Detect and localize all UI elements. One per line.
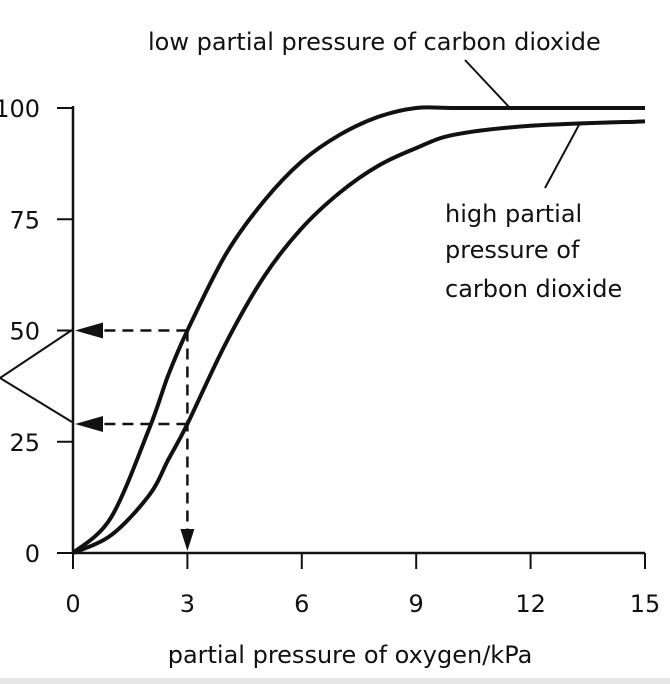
high-co2-leader-line [544, 122, 581, 189]
down-arrowhead [180, 529, 195, 551]
y-tick-label-0: 0 [25, 540, 40, 568]
x-tick-label-0: 0 [65, 590, 80, 618]
x-tick-label-15: 15 [630, 590, 661, 618]
reference-lines [75, 322, 195, 551]
y-tick-label-75: 75 [9, 206, 40, 234]
bracket-line-lower [0, 377, 73, 423]
y-tick-label-25: 25 [9, 429, 40, 457]
low-co2-curve [71, 105, 645, 555]
high-co2-label-line-2: pressure of [445, 236, 580, 264]
x-tick-label-3: 3 [180, 590, 195, 618]
bottom-border [0, 678, 670, 684]
left-arrowhead-29 [75, 415, 103, 432]
low-co2-leader-line [464, 59, 511, 109]
x-tick-label-6: 6 [294, 590, 309, 618]
x-tick-label-9: 9 [409, 590, 424, 618]
x-axis-title: partial pressure of oxygen/kPa [168, 641, 533, 669]
y-tick-label-100: 100 [0, 95, 40, 123]
left-arrowhead-50 [75, 322, 103, 339]
bracket-line-upper [0, 329, 73, 379]
high-co2-curve [72, 119, 646, 555]
high-co2-label-line-1: high partial [445, 200, 582, 228]
y-tick-label-50: 50 [9, 318, 40, 346]
annotations: low partial pressure of carbon dioxide h… [0, 28, 622, 423]
low-co2-label: low partial pressure of carbon dioxide [148, 28, 601, 56]
axes: 0 25 50 75 100 0 3 6 9 12 15 [0, 95, 660, 618]
x-tick-label-12: 12 [515, 590, 546, 618]
curves [71, 105, 646, 555]
high-co2-label-line-3: carbon dioxide [445, 275, 622, 303]
